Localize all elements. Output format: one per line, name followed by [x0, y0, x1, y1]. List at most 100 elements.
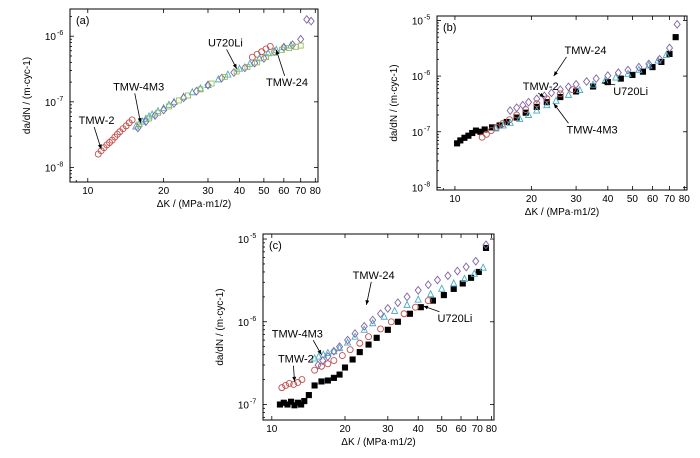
data-point-tmw-4m3: [414, 295, 422, 303]
data-point-tmw-4m3: [351, 332, 359, 340]
data-point-u720li: [297, 42, 304, 49]
x-tick-label: 50: [258, 186, 270, 197]
data-point-tmw-4m3: [324, 348, 332, 356]
data-point-tmw-4m3: [654, 56, 662, 64]
data-point-tmw-4m3: [449, 279, 458, 287]
data-point-tmw-24: [592, 74, 600, 84]
data-point-u720li: [417, 304, 424, 311]
annotation-tmw-4m3: TMW-4M3: [272, 328, 323, 340]
data-point-tmw-24: [241, 63, 249, 73]
panel-label: (c): [269, 240, 282, 252]
arrow-head: [317, 349, 322, 355]
plot-frame: [262, 233, 495, 421]
annotation-u720li: U720Li: [613, 86, 648, 98]
data-point-u720li: [244, 64, 251, 70]
data-point-tmw-2: [387, 318, 395, 326]
data-point-tmw-4m3: [543, 100, 551, 109]
data-point-u720li: [475, 268, 482, 276]
data-point-tmw-24: [414, 285, 422, 295]
data-point-tmw-24: [307, 16, 315, 26]
data-point-tmw-2: [346, 346, 354, 354]
x-tick-label: 10: [449, 194, 461, 205]
data-point-tmw-24: [635, 62, 643, 72]
series-tmw-24: [314, 240, 490, 370]
y-axis-label: da/dN / (m·cyc-1): [215, 288, 226, 365]
data-point-tmw-24: [192, 86, 201, 96]
data-point-u720li: [311, 382, 318, 389]
data-point-tmw-4m3: [368, 318, 377, 327]
data-point-tmw-24: [297, 34, 305, 44]
annotation-tmw-2: TMW-2: [278, 354, 314, 366]
data-point-tmw-4m3: [460, 274, 469, 282]
data-point-tmw-24: [403, 292, 411, 302]
plot-frame: [69, 8, 319, 183]
y-tick-exponent: -8: [424, 181, 430, 188]
data-point-tmw-2: [377, 325, 384, 333]
data-point-tmw-2: [317, 362, 325, 370]
y-tick-exponent: -6: [57, 30, 63, 37]
arrow-head: [292, 376, 297, 382]
annotation-u720li: U720Li: [208, 37, 243, 49]
data-point-tmw-2: [128, 116, 136, 124]
data-point-tmw-24: [462, 262, 470, 272]
data-point-u720li: [629, 71, 636, 78]
data-point-tmw-24: [384, 303, 392, 313]
data-point-tmw-2: [285, 379, 293, 387]
data-point-tmw-24: [360, 321, 368, 331]
y-tick-label: 10: [412, 72, 424, 83]
y-tick-exponent: -7: [57, 96, 63, 103]
annotation-tmw-2: TMW-2: [523, 81, 559, 93]
data-point-tmw-4m3: [612, 73, 620, 81]
data-point-tmw-4m3: [390, 306, 399, 314]
data-point-u720li: [639, 68, 646, 75]
data-point-u720li: [175, 97, 182, 104]
data-point-tmw-4m3: [196, 83, 205, 92]
series-tmw-4m3: [310, 263, 487, 362]
data-point-tmw-4m3: [552, 96, 560, 104]
data-point-tmw-24: [472, 256, 480, 266]
x-tick-label: 80: [486, 424, 498, 435]
data-point-u720li: [263, 54, 269, 61]
data-point-tmw-2: [330, 357, 338, 364]
data-point-u720li: [429, 297, 437, 304]
data-point-tmw-4m3: [360, 325, 368, 333]
data-point-u720li: [349, 356, 356, 363]
data-point-tmw-2: [311, 366, 319, 374]
annotation-arrow: [134, 93, 141, 123]
data-point-tmw-24: [673, 19, 681, 29]
data-point-tmw-2: [478, 133, 486, 141]
data-point-tmw-24: [344, 335, 352, 345]
annotation-tmw-4m3: TMW-4M3: [566, 124, 617, 136]
data-point-tmw-4m3: [438, 284, 446, 292]
data-point-tmw-4m3: [575, 85, 584, 94]
arrow-head: [232, 63, 237, 69]
series-tmw-24: [506, 19, 681, 116]
data-point-tmw-24: [424, 280, 432, 290]
data-point-tmw-24: [260, 53, 268, 63]
data-point-tmw-4m3: [330, 346, 338, 355]
annotation-tmw-24: TMW-24: [564, 45, 606, 57]
data-point-tmw-2: [258, 48, 266, 56]
x-tick-label: 10: [82, 186, 94, 197]
data-point-tmw-4m3: [524, 110, 533, 118]
data-point-u720li: [459, 280, 466, 287]
data-point-tmw-4m3: [315, 352, 323, 360]
x-tick-label: 30: [571, 194, 583, 205]
series-u720li: [136, 42, 304, 128]
data-point-tmw-24: [604, 71, 612, 81]
data-point-tmw-24: [280, 42, 288, 52]
data-point-u720li: [254, 59, 261, 66]
data-point-tmw-2: [493, 123, 501, 131]
x-tick-label: 50: [436, 424, 448, 435]
data-point-tmw-4m3: [479, 263, 487, 271]
data-point-tmw-24: [394, 298, 402, 308]
y-tick-exponent: -7: [424, 126, 430, 133]
data-point-tmw-4m3: [280, 42, 288, 51]
data-point-tmw-24: [319, 356, 327, 366]
data-point-tmw-24: [369, 315, 377, 325]
x-tick-label: 70: [664, 194, 676, 205]
data-point-u720li: [155, 109, 161, 116]
annotation-tmw-4m3: TMW-4M3: [113, 81, 164, 93]
data-point-tmw-24: [533, 94, 541, 104]
